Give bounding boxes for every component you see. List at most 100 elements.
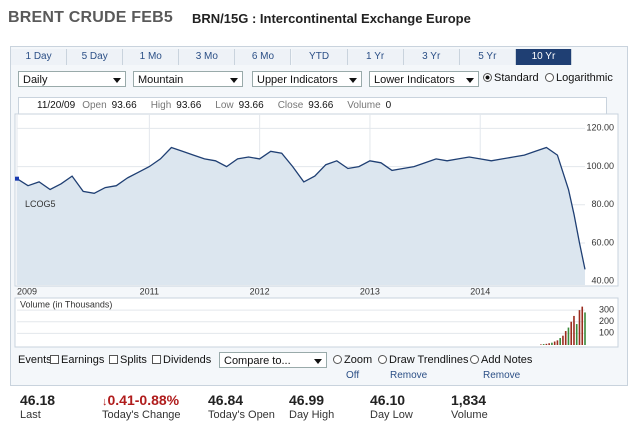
radio-label: Logarithmic — [556, 72, 613, 84]
radio-button[interactable] — [470, 355, 479, 364]
dropdown[interactable]: Upper Indicators — [252, 71, 362, 87]
tool-action[interactable]: Off — [346, 370, 360, 381]
stat-number: 0.41-0.88% — [107, 392, 180, 408]
range-tab[interactable]: 3 Mo — [179, 49, 236, 65]
instrument-subtitle: BRN/15G : Intercontinental Exchange Euro… — [192, 11, 471, 26]
event-checkbox[interactable]: Earnings — [50, 354, 104, 366]
range-tab[interactable]: 1 Mo — [123, 49, 180, 65]
range-tab[interactable]: 1 Day — [11, 49, 68, 65]
checkbox[interactable] — [152, 355, 161, 364]
volume-bar — [553, 341, 556, 345]
y-tick-label: 100.00 — [586, 161, 614, 171]
volume-bar — [559, 338, 561, 345]
radio-button[interactable] — [333, 355, 342, 364]
range-tab[interactable]: YTD — [291, 49, 348, 65]
y-tick-label: 60.00 — [591, 237, 614, 247]
volume-bar — [545, 343, 548, 345]
checkbox[interactable] — [50, 355, 59, 364]
tool-action[interactable]: Remove — [483, 370, 521, 381]
volume-title: Volume (in Thousands) — [20, 299, 112, 309]
checkbox[interactable] — [109, 355, 118, 364]
volume-bar — [567, 327, 570, 345]
checkbox-label: Dividends — [163, 354, 212, 366]
plot-frame — [14, 297, 619, 348]
range-tab[interactable]: 3 Yr — [403, 49, 460, 65]
stat-label: Day Low — [370, 409, 413, 421]
instrument-title: BRENT CRUDE FEB5 — [8, 9, 173, 26]
radio-button[interactable] — [483, 73, 492, 82]
stat-number: 1,834 — [451, 392, 487, 408]
tool-label: Add Notes — [481, 354, 533, 366]
stat-number: 46.84 — [208, 392, 244, 408]
volume-bar — [540, 344, 542, 345]
volume-bar — [581, 306, 584, 345]
volume-bar — [584, 312, 586, 345]
tool-toggle[interactable]: Draw Trendlines — [378, 354, 468, 366]
volume-bar — [562, 335, 564, 345]
stat-number: 46.10 — [370, 392, 406, 408]
tool-label: Zoom — [344, 354, 373, 366]
volume-bar — [573, 315, 575, 345]
info-value: 0 — [385, 100, 392, 111]
info-value: 93.66 — [238, 100, 264, 111]
x-tick-label: 2013 — [360, 286, 380, 296]
stat-value: 1,834 — [451, 392, 486, 408]
tool-action[interactable]: Remove — [390, 370, 428, 381]
dropdown[interactable]: Lower Indicators — [369, 71, 479, 87]
volume-bar — [548, 343, 550, 345]
x-tick-label: 2009 — [17, 286, 37, 296]
checkbox-label: Earnings — [61, 354, 105, 366]
x-tick-label: 2014 — [470, 286, 490, 296]
y-tick-label: 80.00 — [591, 199, 614, 209]
stat-value: 46.18 — [20, 392, 55, 408]
scale-radio[interactable]: Logarithmic — [545, 72, 613, 84]
stat-number: 46.99 — [289, 392, 325, 408]
price-line — [16, 146, 586, 270]
dropdown[interactable]: Daily — [18, 71, 126, 87]
volume-bar — [578, 310, 581, 345]
info-date: 11/20/09 — [37, 100, 76, 111]
stat-label: Volume — [451, 409, 488, 421]
start-marker — [15, 176, 19, 181]
checkbox-label: Splits — [120, 354, 147, 366]
scale-radio[interactable]: Standard — [483, 72, 539, 84]
stat-label: Today's Change — [102, 409, 181, 421]
stat-value: 46.84 — [208, 392, 243, 408]
event-checkbox[interactable]: Splits — [109, 354, 147, 366]
compare-dropdown[interactable]: Compare to... — [219, 352, 327, 368]
stat-value: ↓0.41-0.88% — [102, 392, 179, 408]
stat-label: Day High — [289, 409, 335, 421]
info-value: 93.66 — [308, 100, 334, 111]
tool-label: Draw Trendlines — [389, 354, 469, 366]
range-tab[interactable]: 6 Mo — [235, 49, 292, 65]
range-tab[interactable]: 5 Yr — [459, 49, 516, 65]
dropdown[interactable]: Mountain — [133, 71, 243, 87]
tool-toggle[interactable]: Zoom — [333, 354, 372, 366]
volume-bar — [542, 344, 545, 345]
volume-bar — [570, 321, 573, 345]
down-arrow: ↓ — [102, 396, 108, 408]
area-fill — [17, 147, 585, 285]
radio-button[interactable] — [545, 73, 554, 82]
range-tab[interactable]: 5 Day — [67, 49, 124, 65]
x-tick-label: 2011 — [140, 286, 159, 296]
info-label: Volume — [347, 100, 381, 111]
volume-bar — [575, 324, 578, 345]
radio-button[interactable] — [378, 355, 387, 364]
y-tick-label: 120.00 — [586, 123, 614, 133]
stat-value: 46.99 — [289, 392, 324, 408]
y-tick-label: 200 — [599, 316, 614, 326]
y-tick-label: 100 — [599, 328, 614, 338]
x-tick-label: 2012 — [250, 286, 270, 296]
range-tab[interactable]: 1 Yr — [347, 49, 404, 65]
events-label: Events: — [18, 354, 55, 366]
info-label: High — [150, 100, 172, 111]
y-tick-label: 300 — [599, 304, 614, 314]
stat-number: 46.18 — [20, 392, 56, 408]
info-value: 93.66 — [176, 100, 202, 111]
range-tab[interactable]: 10 Yr — [515, 49, 572, 65]
event-checkbox[interactable]: Dividends — [152, 354, 211, 366]
tool-toggle[interactable]: Add Notes — [470, 354, 532, 366]
